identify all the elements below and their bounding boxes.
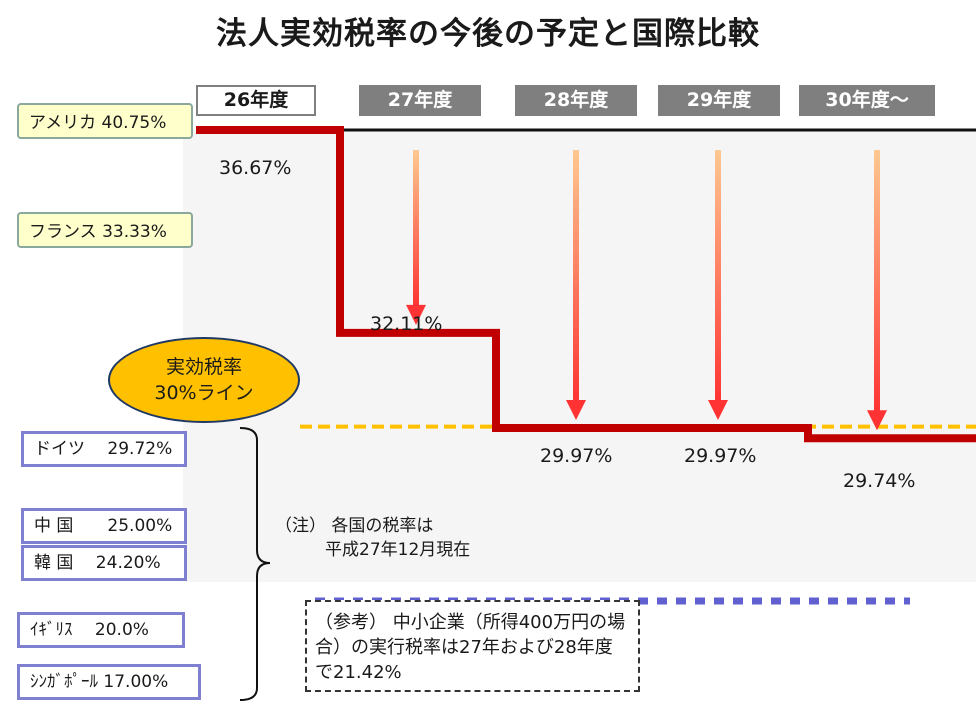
country-box-low-1: ドイツ 29.72%	[21, 431, 187, 467]
reduction-arrow-head-2	[566, 400, 586, 420]
country-box-low-3: 韓 国 24.20%	[21, 545, 187, 581]
year-header-5: 30年度～	[799, 85, 935, 116]
note-line2: 平成27年12月現在	[325, 540, 471, 560]
value-label-4: 29.97%	[684, 445, 757, 467]
year-header-1: 26年度	[196, 85, 316, 116]
value-label-1: 36.67%	[219, 157, 292, 179]
note: （注） 各国の税率は 平成27年12月現在	[275, 514, 470, 562]
country-brace	[239, 427, 271, 701]
plot-area	[183, 130, 976, 582]
year-header-2: 27年度	[359, 85, 481, 116]
value-label-3: 29.97%	[540, 445, 613, 467]
sme-reference-box: （参考） 中小企業（所得400万円の場合）の実行税率は27年および28年度で21…	[305, 600, 640, 692]
note-line1: （注） 各国の税率は	[275, 516, 434, 536]
reduction-arrow-shaft-1	[413, 150, 419, 307]
reduction-arrow-head-1	[406, 304, 426, 325]
country-box-low-4: ｲｷﾞﾘｽ 20.0%	[17, 612, 185, 648]
value-label-5: 29.74%	[843, 470, 916, 492]
country-box-low-2: 中 国 25.00%	[21, 508, 187, 544]
year-header-3: 28年度	[515, 85, 637, 116]
reduction-arrow-head-3	[708, 400, 728, 420]
reduction-arrow-shaft-2	[573, 150, 579, 402]
reduction-arrow-shaft-4	[874, 150, 880, 413]
threshold-label-line1: 実効税率	[165, 356, 242, 378]
reduction-arrow-shaft-3	[715, 150, 721, 402]
threshold-label: 実効税率 30%ライン	[108, 337, 300, 423]
country-box-low-5: ｼﾝｶﾞﾎﾟｰﾙ 17.00%	[17, 664, 201, 700]
step-line-series	[196, 126, 976, 443]
threshold-label-line2: 30%ライン	[154, 382, 254, 404]
page-title: 法人実効税率の今後の予定と国際比較	[216, 16, 760, 52]
value-label-2: 32.11%	[370, 313, 443, 335]
year-header-4: 29年度	[658, 85, 780, 116]
country-box-high-2: フランス 33.33%	[17, 212, 193, 248]
reduction-arrow-head-4	[867, 410, 887, 431]
country-box-high-1: アメリカ 40.75%	[17, 103, 193, 139]
